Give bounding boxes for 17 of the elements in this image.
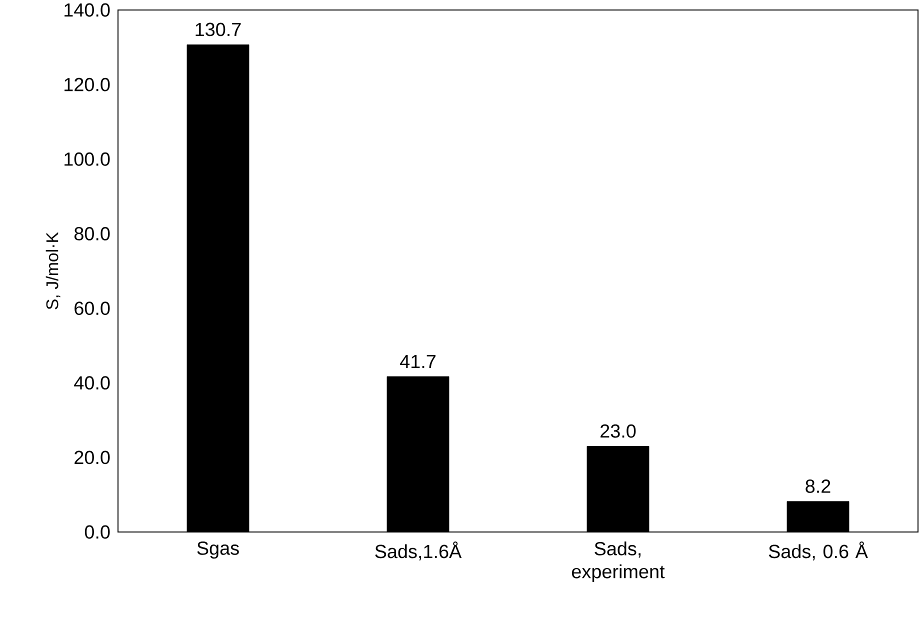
- y-tick-label: 40.0: [74, 376, 110, 390]
- y-tick-label: 80.0: [74, 227, 110, 240]
- x-tick-label: Sgas: [197, 541, 239, 559]
- y-tick-label: 20.0: [74, 450, 110, 464]
- x-tick-label: Sads, experiment: [572, 541, 665, 582]
- data-label: 41.7: [400, 355, 436, 368]
- x-tick-label: Sads,1.6Å: [375, 542, 462, 560]
- y-tick-label: 100.0: [64, 152, 110, 166]
- y-tick-label: 0.0: [84, 525, 110, 539]
- data-label: 8.2: [806, 480, 830, 493]
- y-tick-label: 60.0: [74, 302, 110, 315]
- data-label: 130.7: [196, 22, 241, 36]
- y-tick-label: 140.0: [64, 3, 110, 17]
- y-axis-title: S, J/mol·K: [46, 232, 60, 310]
- data-label: 23.0: [600, 424, 636, 438]
- x-tick-label: Sads, 0.6 Å: [768, 542, 868, 560]
- y-tick-label: 120.0: [64, 78, 110, 92]
